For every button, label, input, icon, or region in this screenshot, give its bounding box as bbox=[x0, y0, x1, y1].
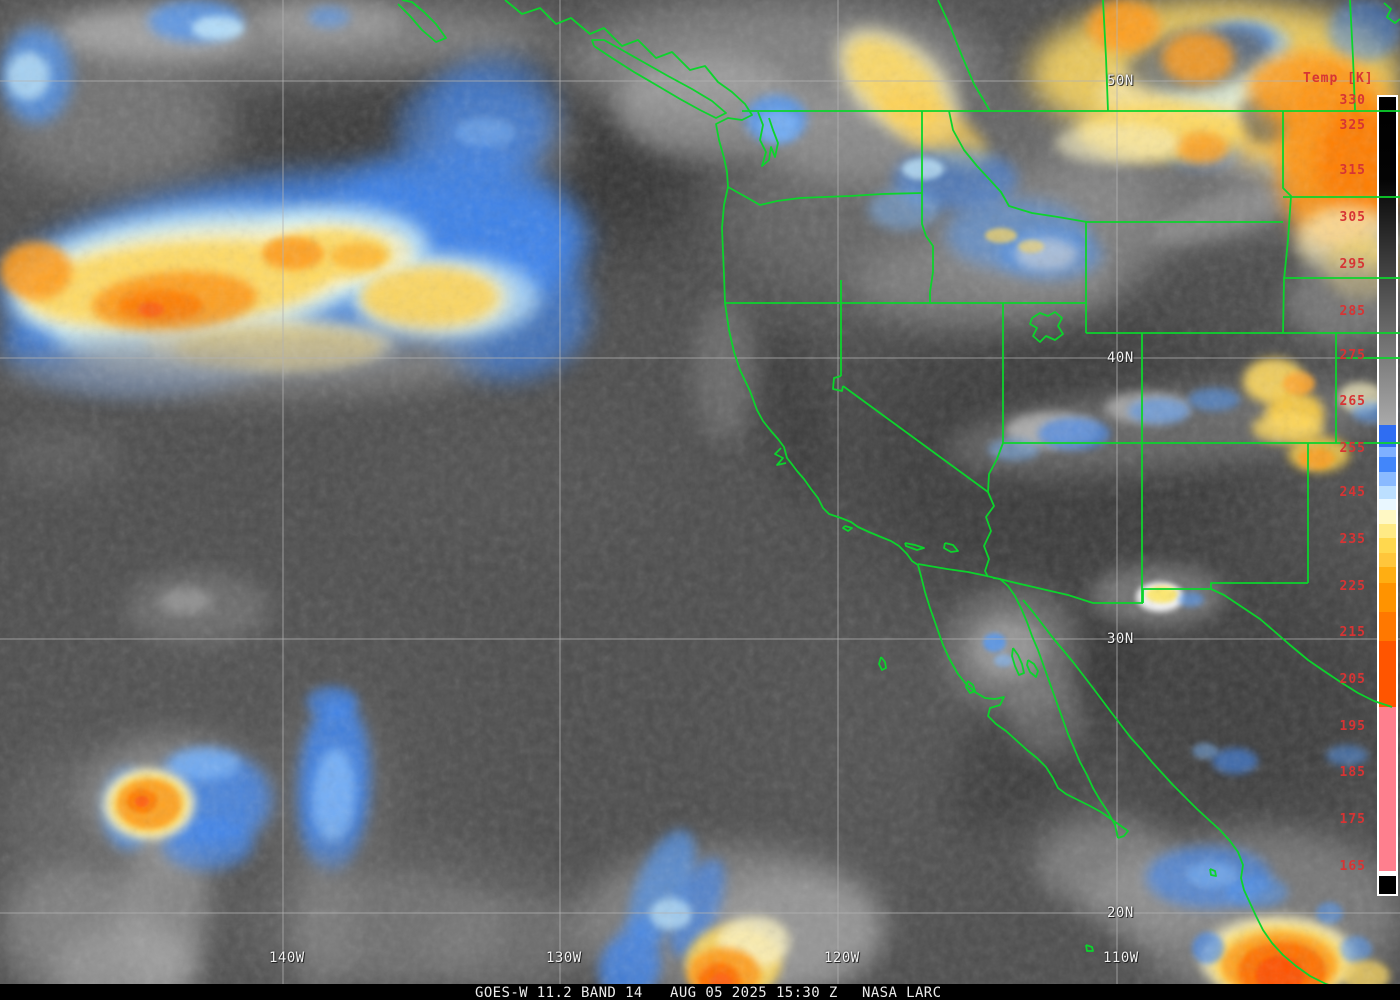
border-sf-bay bbox=[774, 447, 787, 466]
colorbar-tick-330: 330 bbox=[1339, 93, 1366, 108]
border-baja-gulf-coast bbox=[992, 577, 1119, 839]
colorbar-title: Temp [K] bbox=[1303, 71, 1374, 86]
border-isla-angel bbox=[1011, 647, 1025, 676]
border-small-island-s2 bbox=[1209, 868, 1217, 877]
colorbar-tick-285: 285 bbox=[1339, 304, 1366, 319]
caption-satellite-band: GOES-W 11.2 BAND 14 bbox=[475, 985, 643, 1000]
border-ca-nv-diagonal bbox=[842, 385, 989, 493]
border-haida-gwaii bbox=[397, 0, 447, 43]
border-id-mt-border bbox=[948, 110, 1088, 223]
border-lake-tahoe bbox=[832, 375, 844, 392]
border-isla-cedros bbox=[965, 680, 976, 694]
colorbar-tick-325: 325 bbox=[1339, 118, 1366, 133]
border-wa-or-border bbox=[727, 186, 923, 206]
border-rio-grande bbox=[1210, 588, 1393, 708]
lat-label-50N: 50N bbox=[1107, 73, 1134, 89]
colorbar-tick-225: 225 bbox=[1339, 579, 1366, 594]
lat-label-20N: 20N bbox=[1107, 905, 1134, 921]
colorbar-tick-265: 265 bbox=[1339, 394, 1366, 409]
lat-label-30N: 30N bbox=[1107, 631, 1134, 647]
border-pacific-coastline bbox=[504, 0, 919, 566]
colorbar-tick-315: 315 bbox=[1339, 163, 1366, 178]
caption-bar: GOES-W 11.2 BAND 14 AUG 05 2025 15:30 Z … bbox=[0, 984, 1400, 1000]
border-ab-sk-border bbox=[1102, 0, 1109, 112]
border-channel-island-2 bbox=[842, 525, 853, 532]
border-or-id-border bbox=[921, 193, 934, 303]
caption-datetime: AUG 05 2025 15:30 Z bbox=[670, 985, 838, 1000]
border-sk-mb-border bbox=[1349, 0, 1356, 111]
colorbar-tick-275: 275 bbox=[1339, 348, 1366, 363]
colorbar-tick-185: 185 bbox=[1339, 765, 1366, 780]
lat-label-40N: 40N bbox=[1107, 350, 1134, 366]
lon-label-140W: 140W bbox=[269, 950, 305, 966]
border-isla-guadalupe bbox=[878, 656, 887, 671]
colorbar-tick-305: 305 bbox=[1339, 210, 1366, 225]
colorbar-tick-175: 175 bbox=[1339, 812, 1366, 827]
border-colorado-river-border bbox=[983, 442, 1004, 578]
border-us-mexico-border bbox=[917, 563, 1143, 604]
colorbar-tick-195: 195 bbox=[1339, 719, 1366, 734]
lon-label-110W: 110W bbox=[1103, 950, 1139, 966]
border-nw-lake bbox=[1383, 2, 1400, 24]
border-bc-ab-border bbox=[937, 0, 991, 112]
colorbar-tick-255: 255 bbox=[1339, 441, 1366, 456]
border-vancouver-island bbox=[591, 39, 727, 119]
colorbar-tick-295: 295 bbox=[1339, 257, 1366, 272]
colorbar-tick-205: 205 bbox=[1339, 672, 1366, 687]
colorbar-tick-215: 215 bbox=[1339, 625, 1366, 640]
border-tx-nm-s-border bbox=[1142, 582, 1308, 603]
border-small-island-s1 bbox=[1085, 944, 1094, 952]
border-puget-sound bbox=[757, 111, 779, 167]
colorbar-tick-165: 165 bbox=[1339, 859, 1366, 874]
border-mexico-mainland-coast bbox=[1022, 599, 1345, 991]
temperature-colorbar bbox=[1377, 95, 1398, 896]
colorbar-tick-245: 245 bbox=[1339, 485, 1366, 500]
lon-label-130W: 130W bbox=[546, 950, 582, 966]
border-isla-tiburon bbox=[1026, 659, 1039, 678]
border-border-104w bbox=[1282, 111, 1292, 334]
colorbar-tick-235: 235 bbox=[1339, 532, 1366, 547]
border-salton-sea bbox=[943, 542, 959, 553]
border-baja-pacific-coast bbox=[917, 564, 1129, 839]
lon-label-120W: 120W bbox=[824, 950, 860, 966]
caption-credit: NASA LARC bbox=[862, 985, 942, 1000]
border-great-salt-lake bbox=[1029, 311, 1064, 343]
border-channel-island-1 bbox=[904, 542, 925, 551]
